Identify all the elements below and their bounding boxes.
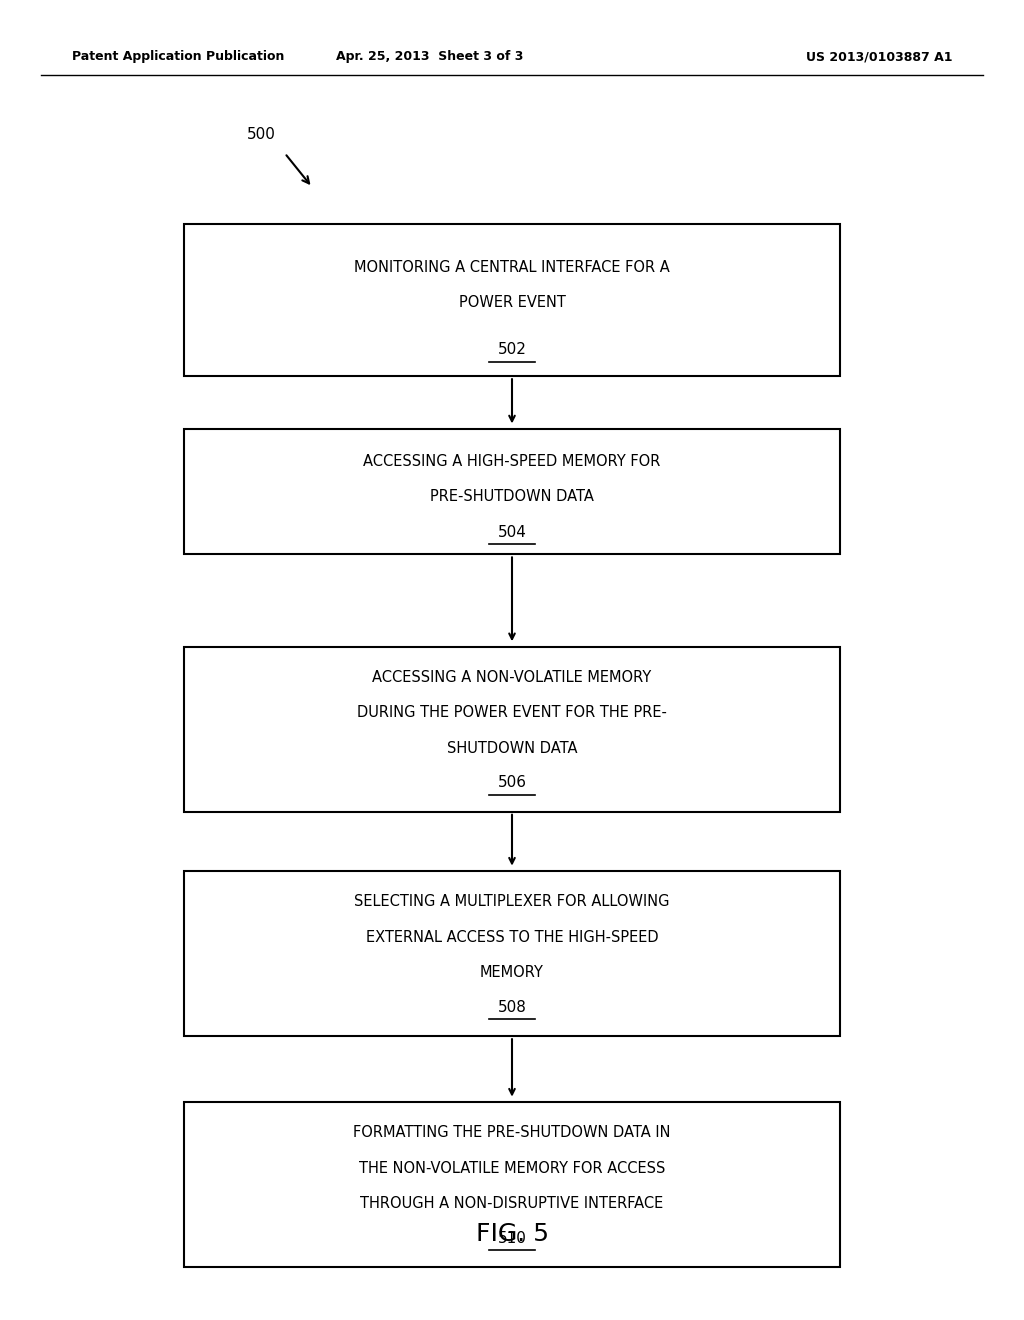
Text: DURING THE POWER EVENT FOR THE PRE-: DURING THE POWER EVENT FOR THE PRE-	[357, 705, 667, 721]
Text: 510: 510	[498, 1230, 526, 1246]
Bar	[184, 871, 840, 1036]
Text: ACCESSING A HIGH-SPEED MEMORY FOR: ACCESSING A HIGH-SPEED MEMORY FOR	[364, 454, 660, 469]
Text: 506: 506	[498, 775, 526, 791]
Text: PRE-SHUTDOWN DATA: PRE-SHUTDOWN DATA	[430, 490, 594, 504]
Text: MEMORY: MEMORY	[480, 965, 544, 981]
Text: EXTERNAL ACCESS TO THE HIGH-SPEED: EXTERNAL ACCESS TO THE HIGH-SPEED	[366, 929, 658, 945]
Text: THROUGH A NON-DISRUPTIVE INTERFACE: THROUGH A NON-DISRUPTIVE INTERFACE	[360, 1196, 664, 1212]
Text: FIG. 5: FIG. 5	[475, 1222, 549, 1246]
Bar	[184, 224, 840, 376]
Text: FORMATTING THE PRE-SHUTDOWN DATA IN: FORMATTING THE PRE-SHUTDOWN DATA IN	[353, 1125, 671, 1140]
Text: ACCESSING A NON-VOLATILE MEMORY: ACCESSING A NON-VOLATILE MEMORY	[373, 669, 651, 685]
Text: Patent Application Publication: Patent Application Publication	[72, 50, 284, 63]
Text: 504: 504	[498, 525, 526, 540]
Text: SHUTDOWN DATA: SHUTDOWN DATA	[446, 741, 578, 756]
Text: 508: 508	[498, 999, 526, 1015]
Bar	[184, 647, 840, 812]
Text: POWER EVENT: POWER EVENT	[459, 296, 565, 310]
Text: 500: 500	[247, 127, 275, 143]
Text: Apr. 25, 2013  Sheet 3 of 3: Apr. 25, 2013 Sheet 3 of 3	[337, 50, 523, 63]
Text: MONITORING A CENTRAL INTERFACE FOR A: MONITORING A CENTRAL INTERFACE FOR A	[354, 260, 670, 275]
Text: US 2013/0103887 A1: US 2013/0103887 A1	[806, 50, 952, 63]
Text: 502: 502	[498, 342, 526, 358]
Bar	[184, 1102, 840, 1267]
Bar	[184, 429, 840, 554]
Text: SELECTING A MULTIPLEXER FOR ALLOWING: SELECTING A MULTIPLEXER FOR ALLOWING	[354, 894, 670, 909]
Text: THE NON-VOLATILE MEMORY FOR ACCESS: THE NON-VOLATILE MEMORY FOR ACCESS	[358, 1160, 666, 1176]
